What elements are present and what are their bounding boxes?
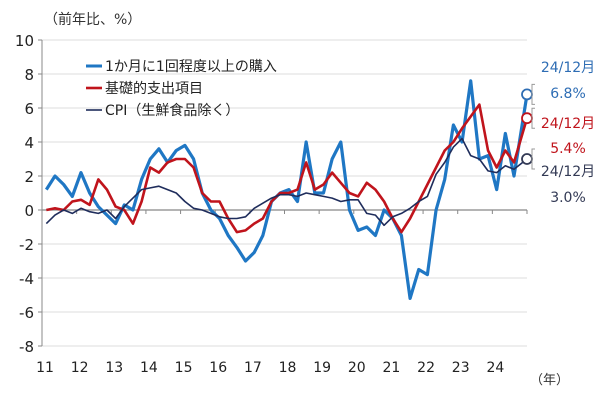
x-tick-label: 15: [175, 360, 193, 376]
x-tick-label: 20: [348, 360, 366, 376]
annotation-bracket: [531, 107, 535, 129]
x-tick-label: 14: [140, 360, 158, 376]
y-tick-label: 0: [24, 202, 34, 220]
x-tick-label: 12: [71, 360, 89, 376]
legend-label: CPI（生鮮食品除く）: [105, 102, 239, 119]
x-tick-label: 22: [417, 360, 435, 376]
x-tick-label: 21: [383, 360, 401, 376]
y-axis-ticks: -8 -6 -4 -2 0 2 4 6 8 10: [15, 32, 43, 356]
y-tick-label: 10: [15, 32, 34, 50]
y-tick-label: -2: [19, 236, 34, 254]
annotation-value: 6.8%: [550, 86, 586, 102]
x-tick-label: 23: [452, 360, 470, 376]
annotation-period: 24/12月: [541, 116, 595, 132]
y-tick-label: 2: [24, 168, 34, 186]
endpoint-marker: [521, 112, 533, 125]
x-tick-label: 16: [209, 360, 227, 376]
y-tick-label: -8: [19, 338, 34, 356]
x-tick-label: 18: [279, 360, 297, 376]
x-tick-label: 24: [486, 360, 504, 376]
annotation-period: 24/12月: [541, 60, 595, 76]
annotation-value: 5.4%: [550, 141, 586, 157]
y-tick-label: -4: [19, 270, 34, 288]
x-axis-ticks: 11 12 13 14 15 16 17 18 19 20 21 22 23 24: [36, 210, 528, 376]
y-tick-label: 8: [24, 66, 34, 84]
series-lines: [44, 79, 529, 300]
legend-label: 基礎的支出項目: [105, 80, 203, 97]
x-axis-label: （年）: [530, 373, 569, 388]
y-axis-label: （前年比、%）: [44, 11, 141, 28]
x-tick-label: 17: [244, 360, 262, 376]
annotation-value: 3.0%: [550, 190, 586, 206]
y-tick-label: -6: [19, 304, 34, 322]
annotation-bracket: [531, 148, 535, 170]
annotation-bracket: [531, 83, 535, 105]
series-line-2: [45, 137, 528, 227]
x-tick-label: 13: [105, 360, 123, 376]
annotations: 24/12月 6.8% 24/12月 5.4% 24/12月 3.0%: [521, 60, 595, 206]
annotation-period: 24/12月: [541, 164, 595, 180]
x-tick-label: 11: [36, 360, 54, 376]
series-line-1: [46, 103, 529, 234]
endpoint-marker: [521, 153, 533, 165]
y-tick-label: 6: [24, 100, 34, 118]
y-tick-label: 4: [24, 134, 34, 152]
endpoint-marker: [521, 88, 533, 101]
legend-label: 1か月に1回程度以上の購入: [105, 59, 277, 75]
x-tick-label: 19: [313, 360, 331, 376]
